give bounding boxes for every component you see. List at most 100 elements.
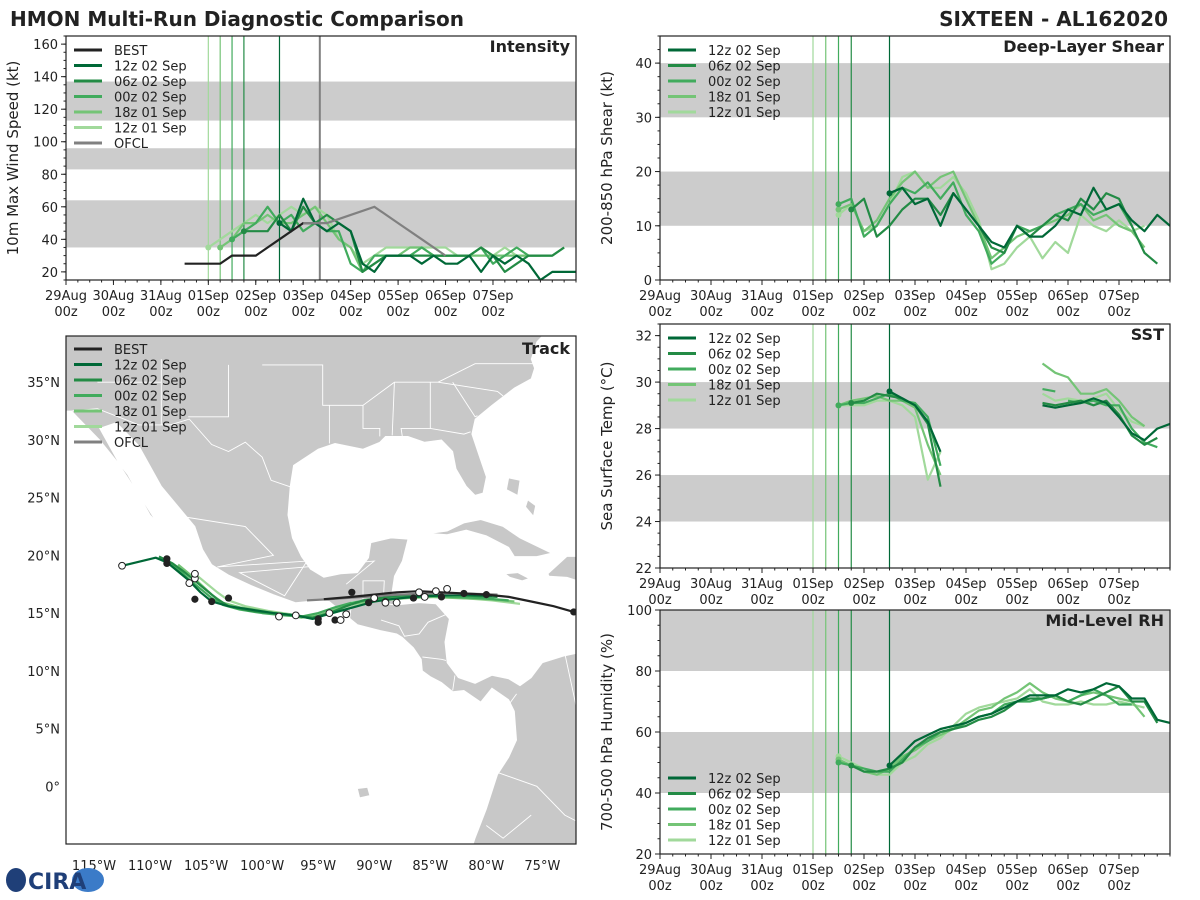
x-tick-date: 07Sep (472, 289, 513, 304)
x-tick-hour: 00z (852, 593, 876, 608)
state-border (400, 382, 431, 437)
y-tick-label: 80 (41, 168, 58, 183)
series-start-marker (848, 762, 855, 769)
plot-background (660, 324, 1170, 568)
x-tick-hour: 00z (1107, 593, 1131, 608)
shaded-band (660, 475, 1170, 522)
series-start-marker (835, 402, 842, 409)
y-tick-label: 100 (627, 604, 652, 619)
x-tick-date: 05Sep (996, 863, 1037, 878)
x-tick-hour: 00z (801, 593, 825, 608)
series-line (838, 170, 1146, 260)
x-tick-hour: 00z (648, 593, 672, 608)
track-position-marker (409, 594, 418, 602)
x-tick-hour: 00z (197, 305, 221, 320)
x-tick-hour: 00z (149, 305, 173, 320)
track-position-marker (163, 555, 171, 563)
track-position-marker (570, 608, 576, 616)
x-tick-date: 01Sep (792, 863, 833, 878)
x-tick-date: 06Sep (1047, 289, 1088, 304)
land-galapagos (356, 786, 371, 799)
x-tick-date: 07Sep (1098, 863, 1139, 878)
state-border (262, 363, 534, 406)
series-line (838, 394, 942, 476)
series-start-marker (848, 206, 855, 213)
track-position-marker-hollow (381, 598, 390, 607)
lat-tick-label: 20°N (27, 549, 60, 564)
x-tick-hour: 00z (903, 305, 927, 320)
shaded-band (66, 81, 576, 121)
series-line (851, 392, 942, 487)
x-tick-date: 06Sep (1047, 863, 1088, 878)
x-tick-date: 29Aug (45, 289, 87, 304)
y-axis-label: Sea Surface Temp (°C) (598, 361, 616, 530)
y-tick-label: 26 (635, 469, 652, 484)
y-tick-label: 140 (33, 71, 58, 86)
series-line (850, 685, 1159, 773)
x-tick-hour: 00z (1005, 305, 1029, 320)
track-position-marker-hollow (420, 593, 429, 601)
series-start-marker (835, 206, 842, 213)
legend-label: 06z 02 Sep (114, 374, 187, 389)
figure-title-right: SIXTEEN - AL162020 (939, 7, 1168, 31)
track-position-marker-hollow (291, 611, 300, 620)
x-tick-hour: 00z (903, 593, 927, 608)
y-tick-label: 160 (33, 38, 58, 53)
legend-label: 00z 02 Sep (708, 803, 781, 818)
y-tick-label: 40 (41, 233, 58, 248)
y-tick-label: 0 (644, 274, 652, 289)
x-tick-date: 31Aug (140, 289, 182, 304)
track-position-marker (224, 594, 233, 602)
legend-label: 06z 02 Sep (114, 75, 187, 90)
ecuador-peru-border (486, 814, 532, 839)
x-tick-date: 05Sep (996, 289, 1037, 304)
ofcl-line (303, 205, 447, 257)
costarica-border (452, 675, 456, 691)
legend-label: 18z 01 Sep (114, 106, 187, 121)
x-tick-hour: 00z (903, 879, 927, 894)
y-tick-label: 28 (635, 423, 652, 438)
y-tick-label: 60 (41, 201, 58, 216)
legend-label: 12z 02 Sep (708, 772, 781, 787)
x-tick-date: 01Sep (792, 577, 833, 592)
series-line (838, 181, 1133, 265)
x-tick-date: 30Aug (92, 289, 134, 304)
legend-label: 00z 02 Sep (114, 390, 187, 405)
x-tick-hour: 00z (750, 305, 774, 320)
x-tick-hour: 00z (1056, 305, 1080, 320)
legend-label: 12z 02 Sep (114, 359, 187, 374)
x-tick-date: 04Sep (945, 289, 986, 304)
legend-label: 00z 02 Sep (708, 75, 781, 90)
shear-panel: 01020304029Aug00z30Aug00z31Aug00z01Sep00… (598, 35, 1171, 320)
lon-tick-label: 100°W (240, 859, 284, 874)
x-tick-date: 29Aug (639, 289, 681, 304)
honduras-border (380, 612, 450, 637)
figure-title-left: HMON Multi-Run Diagnostic Comparison (10, 7, 464, 31)
land-hispaniola (547, 556, 576, 581)
series-start-marker (229, 236, 236, 243)
legend-label: 06z 02 Sep (708, 60, 781, 75)
x-tick-hour: 00z (801, 305, 825, 320)
lon-tick-label: 95°W (300, 859, 336, 874)
track-position-marker-hollow (185, 579, 194, 587)
x-tick-hour: 00z (954, 879, 978, 894)
x-tick-date: 31Aug (741, 863, 783, 878)
legend-label: 12z 02 Sep (708, 332, 781, 347)
x-tick-hour: 00z (386, 305, 410, 320)
legend-label: 12z 01 Sep (708, 106, 781, 121)
y-tick-label: 30 (635, 111, 652, 126)
legend-label: BEST (114, 343, 147, 358)
colombia-ecuador-border (497, 771, 576, 822)
y-tick-label: 60 (635, 726, 652, 741)
panama-border (509, 693, 517, 704)
x-tick-hour: 00z (1005, 593, 1029, 608)
track-position-marker-hollow (370, 594, 379, 602)
state-border (362, 405, 381, 437)
y-axis-label: 10m Max Wind Speed (kt) (4, 61, 22, 256)
y-tick-label: 10 (635, 220, 652, 235)
series-line (850, 192, 1159, 265)
us-mexico-border (71, 408, 292, 488)
lon-tick-label: 85°W (412, 859, 448, 874)
x-tick-date: 06Sep (425, 289, 466, 304)
x-tick-date: 30Aug (690, 577, 732, 592)
